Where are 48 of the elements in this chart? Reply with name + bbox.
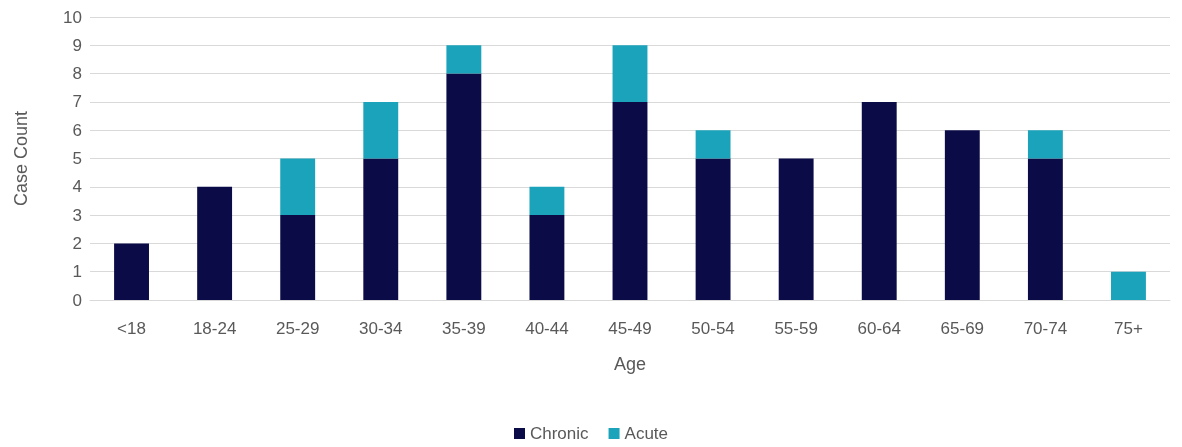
y-axis-title: Case Count: [11, 110, 31, 207]
x-tick-label: 40-44: [525, 319, 569, 338]
y-tick-label: 1: [72, 262, 82, 282]
y-tick-label: 2: [72, 233, 82, 253]
x-tick-label: 35-39: [442, 319, 486, 338]
y-tick-label: 9: [72, 35, 82, 55]
y-tick-label: 7: [72, 92, 82, 112]
bar: [280, 158, 316, 216]
bar: [446, 45, 482, 74]
bar: [695, 130, 731, 159]
bar: [1027, 130, 1063, 159]
y-tick-label: 8: [72, 64, 82, 84]
x-tick-label: 60-64: [857, 319, 901, 338]
x-axis-title: Age: [613, 354, 647, 374]
x-tick-label: 55-59: [774, 319, 818, 338]
y-tick-label: 0: [72, 290, 82, 310]
bar: [363, 158, 399, 300]
bar: [695, 158, 731, 300]
x-tick-label: 75+: [1114, 319, 1143, 338]
y-tick-label: 4: [72, 177, 82, 197]
bar: [197, 186, 233, 300]
bar: [363, 101, 399, 159]
y-tick-label: 10: [63, 7, 82, 27]
x-tick-label: 25-29: [275, 319, 320, 338]
bar: [778, 158, 814, 300]
x-tick-label: 30-34: [359, 319, 403, 338]
x-tick-label: 45-49: [608, 319, 652, 338]
x-tick-label: 18-24: [192, 319, 237, 338]
x-tick-label: 70-74: [1023, 319, 1068, 338]
bar: [1027, 158, 1063, 300]
x-tick-label: 50-54: [691, 319, 735, 338]
bar: [446, 73, 482, 300]
legend-label: Chronic: [529, 424, 590, 443]
bar: [529, 215, 565, 300]
legend-label: Acute: [624, 424, 669, 443]
bar: [1111, 271, 1146, 300]
bar: [114, 243, 149, 300]
bar: [612, 45, 648, 102]
y-tick-label: 5: [72, 149, 82, 168]
bar: [529, 186, 565, 216]
bar: [944, 130, 980, 300]
y-tick-label: 6: [72, 120, 82, 140]
bar: [280, 215, 316, 300]
bar: [861, 101, 897, 300]
y-tick-label: 3: [72, 205, 82, 225]
x-tick-label: <18: [117, 319, 146, 338]
x-tick-label: 65-69: [940, 319, 985, 338]
bar: [612, 101, 648, 300]
